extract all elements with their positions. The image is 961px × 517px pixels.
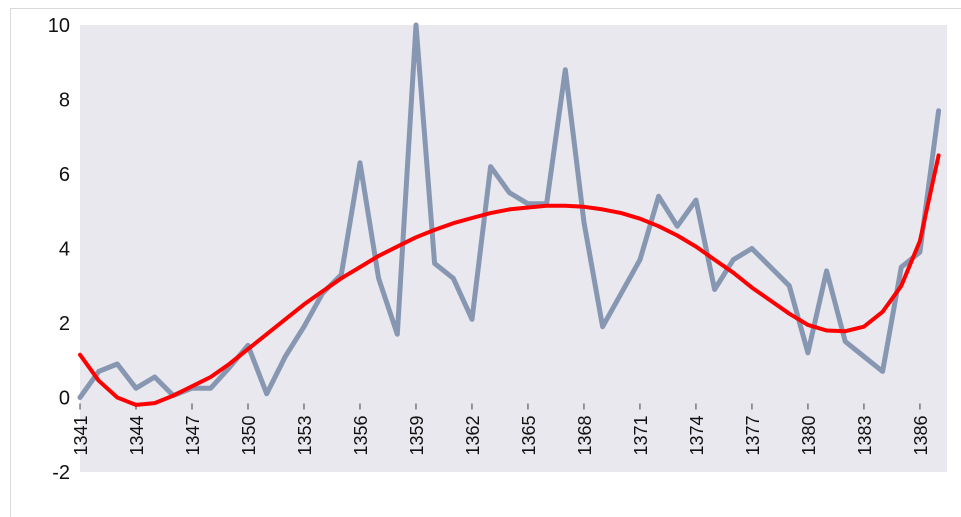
x-tick-label: 1374 [687,416,707,456]
x-tick-label: 1380 [799,416,819,456]
frame-border-left [10,8,11,517]
x-tick-label: 1386 [911,416,931,456]
plot-area [80,25,947,472]
y-tick-label: 10 [48,15,70,37]
x-tick-label: 1347 [183,416,203,456]
x-tick-label: 1368 [575,416,595,456]
y-tick-label: 0 [59,388,70,410]
x-tick-label: 1359 [407,416,427,456]
y-tick-label: -2 [52,462,70,484]
y-tick-label: 2 [59,313,70,335]
x-tick-label: 1350 [239,416,259,456]
x-tick-label: 1377 [743,416,763,456]
x-tick-label: 1341 [71,416,91,456]
y-tick-label: 4 [59,239,70,261]
series-line-observed [77,22,942,400]
x-tick-label: 1353 [295,416,315,456]
y-tick-label: 6 [59,164,70,186]
x-tick-label: 1344 [127,416,147,456]
series-line-trend [78,153,941,407]
x-tick-label: 1365 [519,416,539,456]
x-tick-label: 1356 [351,416,371,456]
y-tick-label: 8 [59,90,70,112]
x-tick-label: 1371 [631,416,651,456]
frame-border-top [10,8,961,9]
x-tick-label: 1362 [463,416,483,456]
x-tick-label: 1383 [855,416,875,456]
